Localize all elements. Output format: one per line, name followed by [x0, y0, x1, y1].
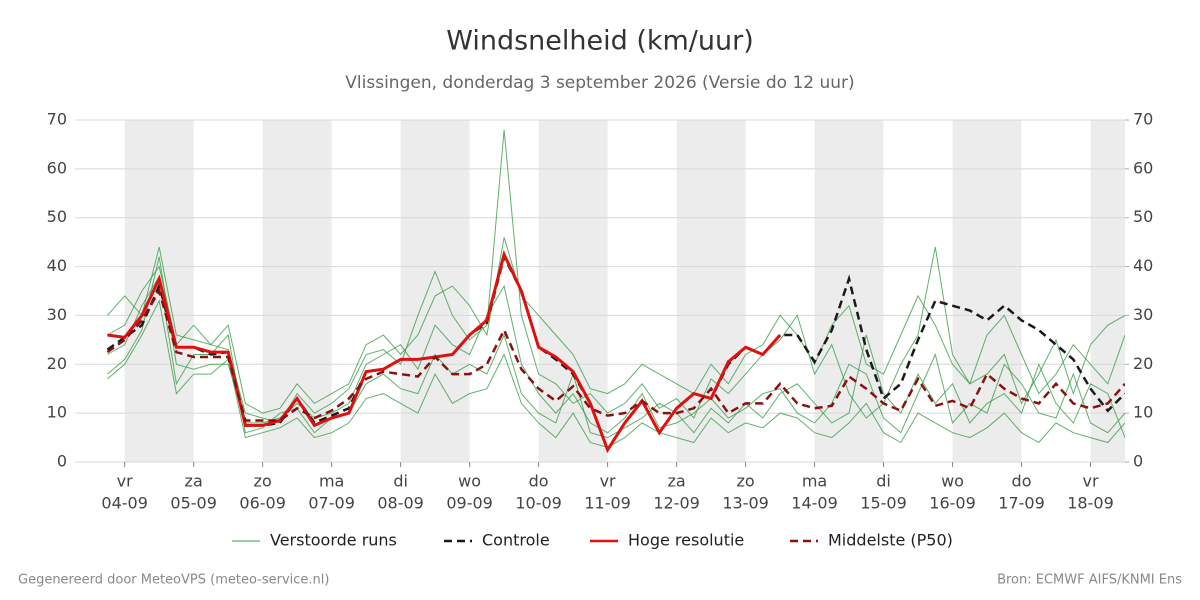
chart-subtitle: Vlissingen, donderdag 3 september 2026 (…: [345, 73, 854, 93]
y2-tick-label: 30: [1133, 305, 1153, 324]
x-tick-label: za: [667, 472, 685, 491]
y-tick-label: 10: [47, 403, 67, 422]
x-tick-label: 11-09: [584, 494, 631, 513]
legend-label: Verstoorde runs: [270, 531, 397, 550]
x-tick-label: 10-09: [515, 494, 562, 513]
y2-tick-label: 70: [1133, 110, 1153, 129]
series-line: [107, 250, 782, 454]
legend-label: Controle: [482, 531, 550, 550]
x-tick-label: 17-09: [998, 494, 1045, 513]
legend-label: Middelste (P50): [828, 531, 953, 550]
x-tick-label: 09-09: [446, 494, 493, 513]
x-tick-label: 06-09: [239, 494, 286, 513]
x-tick-label: 18-09: [1067, 494, 1114, 513]
y-tick-label: 0: [57, 452, 67, 471]
day-shade: [538, 120, 608, 462]
x-tick-label: vr: [117, 472, 133, 491]
y2-tick-label: 50: [1133, 207, 1153, 226]
y-tick-label: 30: [47, 305, 67, 324]
x-tick-label: do: [1012, 472, 1032, 491]
y2-tick-label: 60: [1133, 158, 1153, 177]
x-tick-label: 12-09: [653, 494, 700, 513]
y-tick-label: 60: [47, 158, 67, 177]
footer-left: Gegenereerd door MeteoVPS (meteo-service…: [18, 573, 329, 588]
x-tick-label: 13-09: [722, 494, 769, 513]
y2-tick-label: 20: [1133, 354, 1153, 373]
x-tick-label: vr: [1082, 472, 1098, 491]
y-tick-label: 70: [47, 110, 67, 129]
y-tick-label: 50: [47, 207, 67, 226]
x-tick-label: 16-09: [929, 494, 976, 513]
y2-tick-label: 10: [1133, 403, 1153, 422]
x-tick-label: 05-09: [170, 494, 217, 513]
chart-title: Windsnelheid (km/uur): [446, 26, 754, 57]
series-line: [106, 253, 1125, 453]
x-tick-label: wo: [458, 472, 481, 491]
y-tick-label: 40: [47, 256, 67, 275]
x-tick-label: 08-09: [377, 494, 424, 513]
ensemble-line: [107, 299, 1125, 448]
series-line: [106, 287, 1125, 422]
footer-right: Bron: ECMWF AIFS/KNMI Ens: [997, 573, 1182, 588]
x-tick-label: do: [529, 472, 549, 491]
x-tick-label: 15-09: [860, 494, 907, 513]
x-tick-label: vr: [600, 472, 616, 491]
x-tick-label: za: [185, 472, 203, 491]
x-tick-label: ma: [319, 472, 344, 491]
y-tick-label: 20: [47, 354, 67, 373]
x-tick-label: di: [876, 472, 891, 491]
x-tick-label: 04-09: [101, 494, 148, 513]
x-tick-label: wo: [941, 472, 964, 491]
y2-tick-label: 40: [1133, 256, 1153, 275]
day-shade: [676, 120, 746, 462]
ensemble-line: [107, 274, 1125, 439]
x-tick-label: 14-09: [791, 494, 838, 513]
day-shade: [400, 120, 470, 462]
ensemble-line: [107, 256, 1125, 434]
ensemble-line: [107, 237, 1125, 414]
x-tick-label: 07-09: [308, 494, 355, 513]
x-tick-label: ma: [802, 472, 827, 491]
day-shade: [1090, 120, 1125, 462]
x-tick-label: zo: [736, 472, 754, 491]
day-shade: [262, 120, 332, 462]
legend-label: Hoge resolutie: [628, 531, 744, 550]
y2-tick-label: 0: [1133, 452, 1143, 471]
x-tick-label: zo: [254, 472, 272, 491]
x-tick-label: di: [393, 472, 408, 491]
day-shade: [814, 120, 884, 462]
